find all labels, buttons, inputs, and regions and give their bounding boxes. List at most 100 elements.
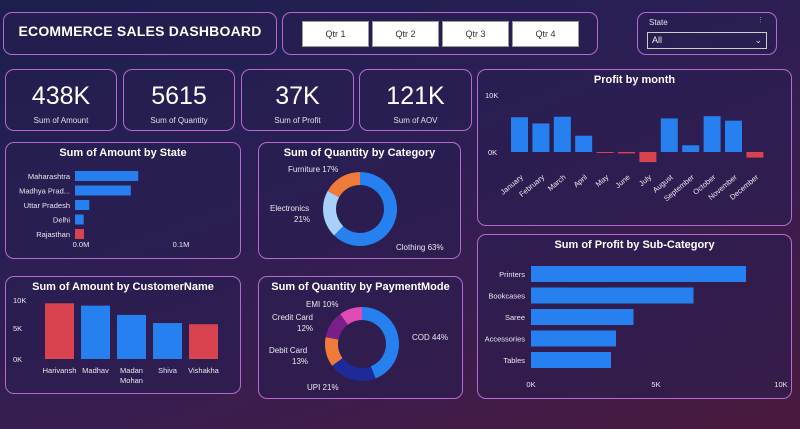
- chart-title: Profit by month: [593, 74, 676, 86]
- x-tick-label: July: [637, 172, 653, 188]
- bar: [531, 330, 616, 347]
- kpi-label: Sum of Amount: [33, 116, 89, 125]
- amount-by-state-panel: Sum of Amount by State Maharashtra Madhya…: [5, 142, 241, 259]
- x-tick-label: Harivansh: [43, 366, 77, 375]
- qtr-1-button[interactable]: Qtr 1: [302, 21, 369, 47]
- kpi-card-profit: 37K Sum of Profit: [241, 69, 354, 131]
- quantity-by-category-chart: Clothing 63% Electronics 21% Furniture 17%: [270, 165, 444, 252]
- x-tick-label: Madhav: [82, 366, 109, 375]
- bar: [75, 185, 131, 196]
- slice-label: Debit Card: [269, 346, 307, 355]
- bar: [725, 120, 742, 152]
- chart-title: Sum of Amount by State: [59, 147, 187, 159]
- category-label: Printers: [499, 270, 525, 279]
- y-tick-label: 0K: [488, 148, 497, 157]
- qtr-3-button[interactable]: Qtr 3: [442, 21, 509, 47]
- category-label: Tables: [503, 356, 525, 365]
- qtr-4-button[interactable]: Qtr 4: [512, 21, 579, 47]
- kpi-card-quantity: 5615 Sum of Quantity: [123, 69, 235, 131]
- state-label: Delhi: [53, 216, 70, 225]
- x-tick-label: Mohan: [120, 376, 143, 385]
- kpi-value: 121K: [386, 82, 445, 110]
- bar: [117, 314, 146, 359]
- quantity-by-payment-panel: Sum of Quantity by PaymentMode COD 44% UP…: [258, 276, 463, 399]
- quarter-slicer: Qtr 1 Qtr 2 Qtr 3 Qtr 4: [282, 12, 598, 55]
- donut-slice: [325, 314, 348, 340]
- kpi-card-amount: 438K Sum of Amount: [5, 69, 117, 131]
- state-label: Rajasthan: [36, 230, 70, 239]
- bar: [81, 305, 110, 359]
- chevron-down-icon: ⌄: [754, 35, 762, 45]
- x-tick-label: June: [614, 173, 632, 190]
- slice-label: Electronics: [270, 204, 309, 213]
- x-tick-label: May: [594, 172, 611, 188]
- amount-by-state-chart: Maharashtra Madhya Prad... Uttar Pradesh De…: [19, 171, 190, 249]
- kpi-card-aov: 121K Sum of AOV: [359, 69, 472, 131]
- bar: [75, 214, 84, 225]
- bar: [660, 118, 678, 152]
- donut-slice: [323, 190, 344, 236]
- donut-slice: [332, 358, 376, 381]
- slice-label: 13%: [292, 357, 308, 366]
- state-value: All: [652, 35, 663, 45]
- bar: [75, 229, 84, 239]
- bar: [553, 116, 571, 152]
- slice-label: Credit Card: [272, 313, 313, 322]
- slice-label: Clothing 63%: [396, 243, 444, 252]
- quantity-by-category-panel: Sum of Quantity by Category Clothing 63%…: [258, 142, 461, 259]
- donut-slice: [325, 337, 343, 366]
- profit-by-month-panel: Profit by month 10K 0K January February Marc…: [477, 69, 792, 226]
- category-label: Saree: [505, 313, 525, 322]
- state-label: Maharashtra: [28, 172, 71, 181]
- bar: [531, 287, 694, 304]
- amount-by-customer-panel: Sum of Amount by CustomerName 10K 5K 0K Har…: [5, 276, 241, 394]
- dashboard-title: ECOMMERCE SALES DASHBOARD: [18, 23, 262, 39]
- kpi-value: 37K: [275, 82, 320, 110]
- kpi-label: Sum of Profit: [274, 116, 321, 125]
- chart-title: Sum of Amount by CustomerName: [32, 281, 214, 293]
- bar: [703, 116, 721, 152]
- donut-slice: [327, 172, 360, 198]
- x-tick-label: 0.1M: [173, 240, 190, 249]
- bar: [75, 200, 90, 210]
- bar: [75, 171, 139, 181]
- state-label: Madhya Prad...: [19, 187, 70, 196]
- profit-by-subcategory-chart: Printers Bookcases Saree Accessories Tables 0…: [485, 266, 788, 389]
- x-tick-label: 5K: [651, 380, 660, 389]
- bar: [596, 152, 614, 153]
- qtr-2-button[interactable]: Qtr 2: [372, 21, 439, 47]
- donut-slice: [362, 307, 399, 379]
- x-tick-label: March: [546, 173, 568, 193]
- y-tick-label: 10K: [13, 296, 26, 305]
- chart-title: Sum of Quantity by Category: [283, 147, 436, 159]
- bar: [531, 352, 611, 368]
- y-tick-label: 10K: [485, 91, 498, 100]
- bar: [639, 152, 657, 163]
- clear-selection-icon[interactable]: ⋮: [757, 17, 764, 24]
- x-tick-label: Shiva: [158, 366, 178, 375]
- x-tick-label: 0K: [526, 380, 535, 389]
- x-tick-label: Madan: [120, 366, 143, 375]
- slice-label: 12%: [297, 324, 313, 333]
- bar: [575, 135, 593, 152]
- title-panel: ECOMMERCE SALES DASHBOARD: [3, 12, 277, 55]
- state-label: State: [649, 18, 668, 27]
- x-tick-label: 10K: [774, 380, 787, 389]
- bar: [618, 152, 635, 154]
- chart-title: Sum of Profit by Sub-Category: [554, 239, 715, 251]
- bar: [511, 117, 528, 152]
- kpi-label: Sum of Quantity: [150, 116, 208, 125]
- bar: [531, 309, 634, 325]
- bar: [682, 145, 700, 152]
- state-dropdown[interactable]: All ⌄: [647, 32, 767, 49]
- donut-slice: [340, 307, 362, 325]
- state-label: Uttar Pradesh: [24, 201, 70, 210]
- slice-label: 21%: [294, 215, 310, 224]
- profit-by-subcategory-panel: Sum of Profit by Sub-Category Printers Bo…: [477, 234, 792, 399]
- donut-slice: [334, 172, 397, 246]
- bar: [532, 123, 550, 152]
- slice-label: UPI 21%: [307, 383, 339, 392]
- y-tick-label: 5K: [13, 324, 22, 333]
